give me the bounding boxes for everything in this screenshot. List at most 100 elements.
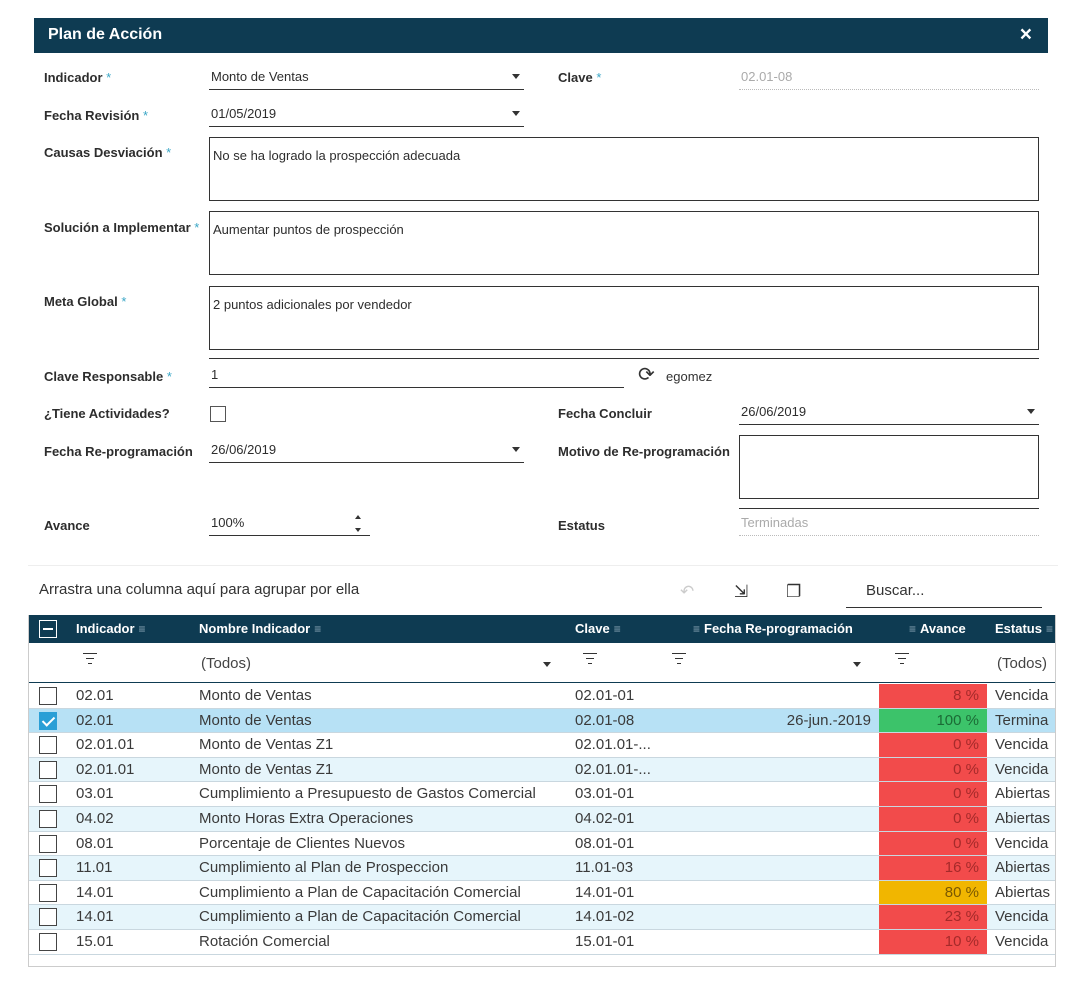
meta-textarea[interactable]: 2 puntos adicionales por vendedor: [209, 286, 1039, 350]
causas-textarea[interactable]: No se ha logrado la prospección adecuada: [209, 137, 1039, 201]
filter-nombre[interactable]: (Todos): [201, 655, 252, 672]
table-row[interactable]: 02.01 Monto de Ventas 02.01-08 26-jun.-2019…: [29, 708, 1055, 734]
row-checkbox[interactable]: [39, 711, 57, 730]
cell-clave: 15.01-01: [575, 932, 635, 950]
filter-row: (Todos) (Todos): [29, 643, 1055, 683]
responsable-label: Clave Responsable *: [44, 369, 172, 384]
column-header-indicador[interactable]: Indicador ≡: [76, 621, 146, 636]
responsable-input[interactable]: 1: [209, 366, 624, 388]
close-icon[interactable]: ×: [1019, 23, 1032, 46]
table-row[interactable]: 14.01 Cumplimiento a Plan de Capacitación…: [29, 905, 1055, 930]
cell-indicador: 14.01: [76, 908, 114, 926]
column-header-avance[interactable]: ≡ Avance: [909, 621, 966, 636]
search-input[interactable]: [866, 582, 1036, 599]
table-row[interactable]: 08.01 Porcentaje de Clientes Nuevos 08.01-…: [29, 831, 1055, 857]
indicador-label: Indicador *: [44, 70, 112, 85]
cell-estatus: Abiertas: [995, 785, 1051, 803]
filter-icon[interactable]: [672, 653, 686, 665]
filter-icon[interactable]: [583, 653, 597, 665]
table-row[interactable]: 02.01.01 Monto de Ventas Z1 02.01.01-... 0 …: [29, 733, 1055, 758]
spin-up-icon[interactable]: [355, 515, 361, 519]
cell-estatus: Abiertas: [995, 809, 1051, 827]
cell-estatus: Vencida: [995, 687, 1049, 704]
indicador-select[interactable]: Monto de Ventas: [209, 68, 524, 90]
row-checkbox[interactable]: [39, 908, 57, 927]
cell-indicador: 02.01: [76, 711, 114, 729]
cell-avance: 80 %: [879, 880, 987, 905]
row-checkbox[interactable]: [39, 687, 57, 705]
filter-icon[interactable]: [83, 653, 97, 665]
causas-label: Causas Desviación *: [44, 145, 172, 160]
motivo-textarea[interactable]: [739, 435, 1039, 499]
row-checkbox[interactable]: [39, 760, 57, 779]
table-row[interactable]: 14.01 Cumplimiento a Plan de Capacitación…: [29, 880, 1055, 906]
chevron-down-icon: [512, 447, 520, 452]
export-icon[interactable]: ⇲: [734, 582, 749, 601]
cell-avance: 16 %: [879, 856, 987, 880]
table-row[interactable]: 04.02 Monto Horas Extra Operaciones 04.02-…: [29, 806, 1055, 832]
column-header-fecha[interactable]: ≡ Fecha Re-programación: [693, 621, 853, 636]
solucion-textarea[interactable]: Aumentar puntos de prospección: [209, 211, 1039, 275]
row-checkbox[interactable]: [39, 736, 57, 755]
cell-avance: 23 %: [879, 905, 987, 929]
fecha-reprog-select[interactable]: 26/06/2019: [209, 441, 524, 463]
column-chooser-icon[interactable]: ❐: [786, 582, 802, 601]
table-row[interactable]: 03.01 Cumplimiento a Presupuesto de Gasto…: [29, 782, 1055, 807]
fecha-revision-value: 01/05/2019: [211, 106, 277, 121]
cell-indicador: 02.01.01: [76, 760, 135, 778]
table-row[interactable]: 02.01 Monto de Ventas 02.01-01 8 % Vencida: [29, 684, 1055, 709]
cell-estatus: Termina: [995, 711, 1049, 729]
group-panel-hint: Arrastra una columna aquí para agrupar p…: [39, 581, 360, 598]
cell-clave: 14.01-02: [575, 908, 635, 926]
search-box[interactable]: [846, 574, 1042, 608]
row-checkbox[interactable]: [39, 932, 57, 951]
column-header-estatus[interactable]: Estatus ≡: [995, 621, 1053, 636]
filter-icon[interactable]: [895, 653, 909, 665]
avance-stepper[interactable]: 100%: [209, 514, 370, 536]
row-checkbox[interactable]: [39, 834, 57, 853]
spin-down-icon[interactable]: [355, 528, 361, 532]
table-row[interactable]: 02.01.01 Monto de Ventas Z1 02.01.01-... 0 …: [29, 757, 1055, 783]
row-checkbox[interactable]: [39, 883, 57, 902]
chevron-down-icon[interactable]: [543, 662, 551, 667]
cell-avance: 0 %: [879, 757, 987, 782]
cell-clave: 02.01-08: [575, 711, 635, 729]
cell-clave: 02.01-01: [575, 687, 635, 704]
solucion-label: Solución a Implementar *: [44, 220, 200, 235]
actividades-label: ¿Tiene Actividades?: [44, 406, 170, 421]
responsable-value: 1: [211, 367, 219, 382]
filter-icon: ≡: [909, 622, 917, 636]
column-header-clave[interactable]: Clave ≡: [575, 621, 621, 636]
motivo-label: Motivo de Re-programación: [558, 444, 730, 459]
cell-clave: 02.01.01-...: [575, 736, 651, 754]
cell-indicador: 03.01: [76, 785, 114, 803]
cell-indicador: 11.01: [76, 859, 113, 877]
divider: [739, 508, 1039, 509]
actividades-checkbox[interactable]: [210, 406, 226, 422]
cell-avance: 0 %: [879, 782, 987, 806]
cell-estatus: Abiertas: [995, 859, 1051, 877]
cell-avance: 0 %: [879, 733, 987, 757]
responsable-user: egomez: [666, 369, 713, 384]
row-checkbox[interactable]: [39, 859, 57, 878]
fecha-concluir-select[interactable]: 26/06/2019: [739, 403, 1039, 425]
filter-icon: ≡: [693, 622, 701, 636]
cell-avance: 10 %: [879, 929, 987, 954]
cell-indicador: 02.01.01: [76, 736, 135, 754]
chevron-down-icon[interactable]: [853, 662, 861, 667]
table-row[interactable]: 15.01 Rotación Comercial 15.01-01 10 % Venci…: [29, 929, 1055, 955]
column-header-nombre[interactable]: Nombre Indicador ≡: [199, 621, 322, 636]
cell-estatus: Vencida: [995, 908, 1049, 926]
filter-icon: ≡: [138, 622, 146, 636]
estatus-field: Terminadas: [739, 514, 1039, 536]
avance-value: 100%: [211, 515, 245, 530]
cell-nombre: Porcentaje de Clientes Nuevos: [199, 834, 405, 852]
select-all-checkbox[interactable]: [39, 620, 57, 638]
cell-nombre: Rotación Comercial: [199, 932, 330, 950]
fecha-revision-select[interactable]: 01/05/2019: [209, 105, 524, 127]
filter-estatus[interactable]: (Todos): [997, 655, 1048, 672]
row-checkbox[interactable]: [39, 785, 57, 804]
row-checkbox[interactable]: [39, 809, 57, 828]
refresh-icon[interactable]: ⟳: [638, 364, 655, 386]
table-row[interactable]: 11.01 Cumplimiento al Plan de Prospeccion…: [29, 856, 1055, 881]
